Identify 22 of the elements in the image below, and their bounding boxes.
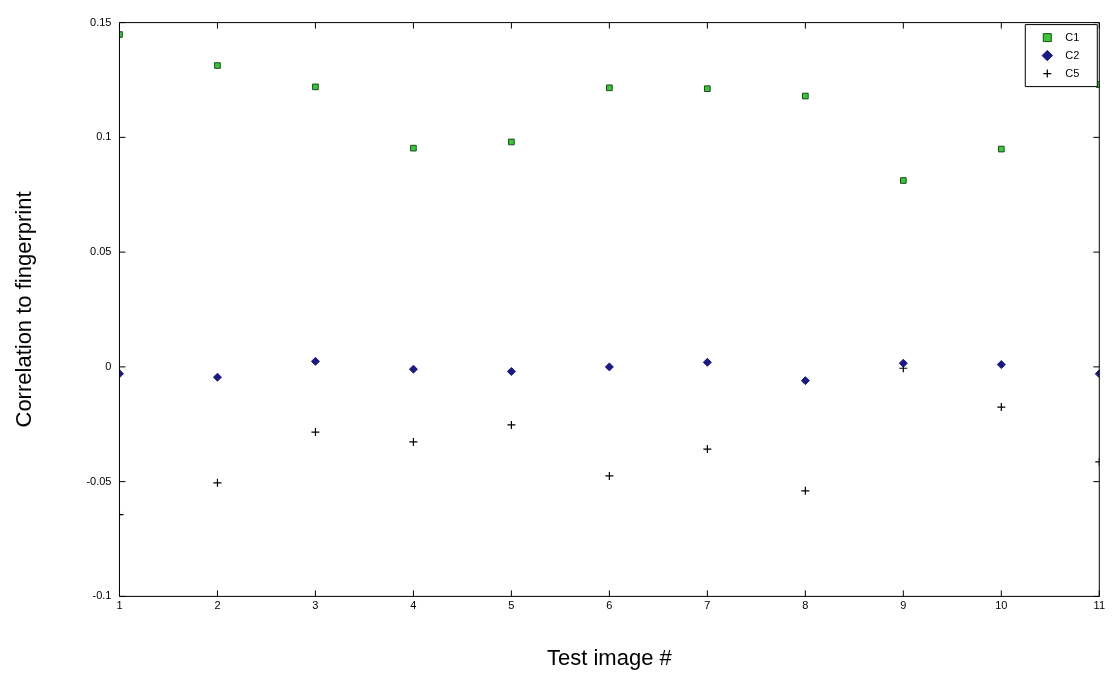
x-tick-label: 10 (995, 599, 1008, 612)
legend-label: C2 (1065, 48, 1080, 61)
y-tick-label: -0.05 (86, 474, 112, 487)
x-tick-label: 11 (1093, 599, 1105, 612)
x-tick-label: 1 (116, 599, 123, 612)
y-axis-title: Correlation to fingerprint (11, 191, 37, 428)
x-tick-label: 9 (900, 599, 907, 612)
y-tick-label: 0.15 (90, 15, 112, 28)
x-tick-label: 2 (214, 599, 221, 612)
x-tick-label: 4 (410, 599, 417, 612)
x-tick-label: 7 (704, 599, 711, 612)
y-tick-label: 0.05 (90, 245, 112, 258)
y-tick-label: -0.1 (92, 589, 112, 602)
y-tick-label: 0.1 (96, 130, 112, 143)
legend-label: C1 (1065, 30, 1080, 43)
x-tick-label: 5 (508, 599, 515, 612)
x-tick-label: 8 (802, 599, 809, 612)
x-tick-label: 3 (312, 599, 319, 612)
legend-label: C5 (1065, 66, 1080, 79)
x-axis-title: Test image # (547, 644, 673, 670)
x-tick-label: 6 (606, 599, 613, 612)
y-tick-label: 0 (105, 359, 112, 372)
